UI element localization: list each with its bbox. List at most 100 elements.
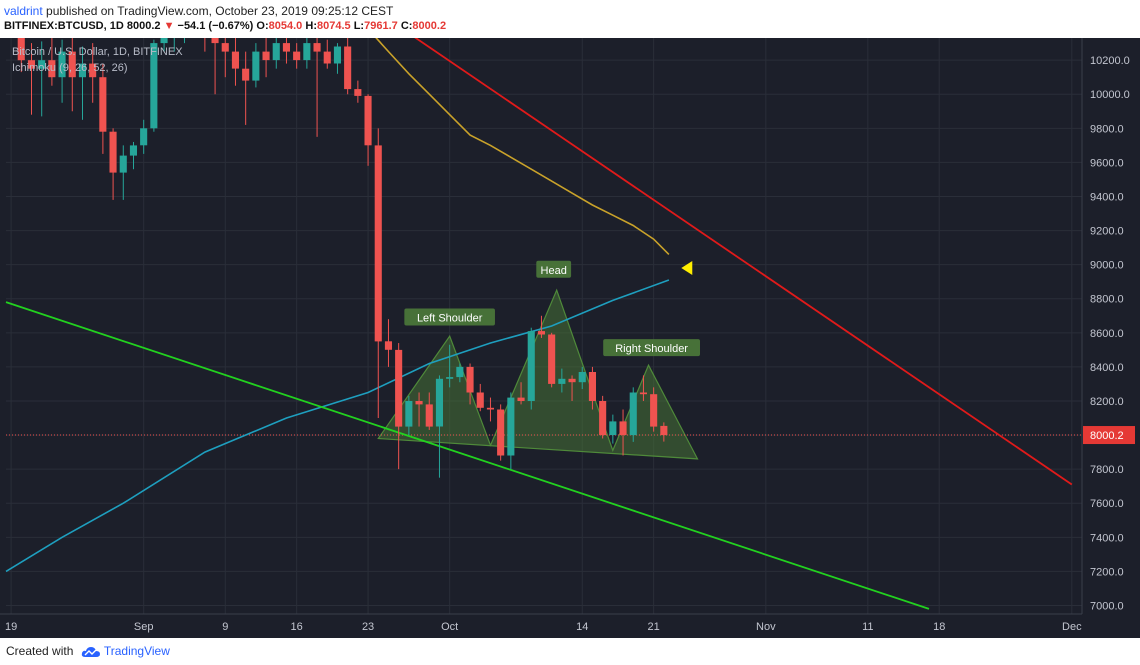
open-label: O: [256, 20, 269, 32]
created-with-text: Created with [6, 644, 74, 658]
candle-body [619, 421, 627, 435]
candle-body [425, 404, 433, 427]
last-price: 8000.2 [126, 20, 161, 32]
pattern-label: Left Shoulder [417, 312, 483, 324]
marker-triangle-icon [681, 261, 693, 276]
candle-body [354, 89, 362, 96]
candle-body [78, 63, 86, 78]
support-line [5, 301, 930, 610]
y-tick-label: 7200.0 [1090, 566, 1124, 578]
candle-body [639, 392, 647, 395]
x-tick-label: 11 [862, 621, 873, 633]
pattern-label: Right Shoulder [615, 343, 688, 355]
x-tick-label: Oct [441, 621, 458, 633]
candle-body [68, 51, 76, 78]
y-tick-label: 9200.0 [1090, 226, 1124, 238]
candle-body [374, 145, 382, 342]
price-chart[interactable]: Left Shoulder Head Right Shoulder 7000.0 72… [0, 38, 1140, 638]
x-tick-label: 14 [576, 621, 588, 633]
ma-line [375, 38, 670, 255]
candle-body [221, 43, 229, 52]
close-value: 8000.2 [412, 20, 447, 32]
axes: 7000.07200.07400.07600.07800.08000.08200… [0, 38, 1140, 638]
candle-body [293, 51, 301, 61]
candle-body [109, 131, 117, 173]
marker [681, 261, 693, 276]
candle-body [405, 401, 413, 427]
candle-body [140, 128, 148, 146]
pattern-label: Head [541, 265, 567, 277]
candle-body [527, 331, 535, 401]
chart-header: valdrint published on TradingView.com, O… [0, 0, 1140, 38]
author-link[interactable]: valdrint [4, 4, 43, 18]
publish-info: valdrint published on TradingView.com, O… [4, 4, 393, 18]
candle-body [242, 68, 250, 81]
candle-body [211, 38, 219, 44]
candles [17, 38, 668, 478]
candle-body [466, 366, 474, 393]
resistance-line [414, 38, 1073, 486]
candle-body [415, 401, 423, 405]
candle-body [497, 409, 505, 456]
x-tick-label: 16 [291, 621, 303, 633]
pattern-label-box [536, 260, 572, 278]
candle-body [609, 421, 617, 435]
candle-body [548, 334, 556, 384]
y-tick-label: 9600.0 [1090, 157, 1124, 169]
candle-body [578, 372, 586, 383]
y-tick-label: 8600.0 [1090, 328, 1124, 340]
price-axis-bg [1082, 38, 1140, 638]
y-tick-label: 9800.0 [1090, 123, 1124, 135]
candle-body [456, 366, 464, 378]
x-tick-label: 18 [933, 621, 945, 633]
high-value: 8074.5 [316, 20, 351, 32]
tradingview-cloud-icon [81, 646, 100, 657]
indicator-label: Ichimoku (9, 26, 52, 26) [12, 62, 128, 74]
candle-body [119, 155, 127, 173]
created-with: Created with TradingView [6, 644, 170, 658]
x-tick-label: Nov [756, 621, 776, 633]
candle-body [476, 392, 484, 408]
candle-body [303, 43, 311, 61]
x-tick-label: 21 [648, 621, 660, 633]
candle-body [282, 43, 290, 52]
indicator-lines [5, 38, 1082, 610]
tradingview-link[interactable]: TradingView [103, 644, 170, 658]
time-axis-bg [0, 614, 1140, 638]
candle-body [435, 378, 443, 427]
candle-body [599, 401, 607, 436]
candle-body [537, 331, 545, 335]
candle-body [27, 60, 35, 69]
candle-body [333, 46, 341, 64]
candle-body [384, 341, 392, 350]
candle-body [99, 77, 107, 132]
candle-body [38, 60, 46, 69]
pattern-label-box [404, 308, 495, 326]
x-tick-label: 9 [222, 621, 228, 633]
candle-body [344, 46, 352, 90]
candle-body [395, 349, 403, 427]
low-label: L: [353, 20, 365, 32]
y-tick-label: 7600.0 [1090, 498, 1124, 510]
y-tick-label: 8200.0 [1090, 396, 1124, 408]
x-tick-label: Dec [1062, 621, 1082, 633]
candle-body [272, 43, 280, 61]
low-value: 7961.7 [364, 20, 398, 32]
x-tick-label: Sep [134, 621, 154, 633]
candle-body [231, 51, 239, 69]
candle-body [48, 60, 56, 78]
candle-body [129, 145, 137, 156]
change-arrow-icon: ▼ [163, 20, 175, 32]
candle-body [629, 392, 637, 436]
y-tick-label: 8400.0 [1090, 362, 1124, 374]
symbol-label: BITFINEX:BTCUSD, 1D [4, 20, 124, 32]
candle-body [364, 95, 372, 146]
candle-body [486, 407, 494, 410]
candle-body [507, 397, 515, 456]
candle-body [160, 38, 168, 44]
pattern-labels: Left Shoulder Head Right Shoulder [404, 260, 700, 357]
open-value: 8054.0 [268, 20, 303, 32]
close-label: C: [400, 20, 413, 32]
y-tick-label: 7400.0 [1090, 532, 1124, 544]
candle-body [588, 372, 596, 401]
